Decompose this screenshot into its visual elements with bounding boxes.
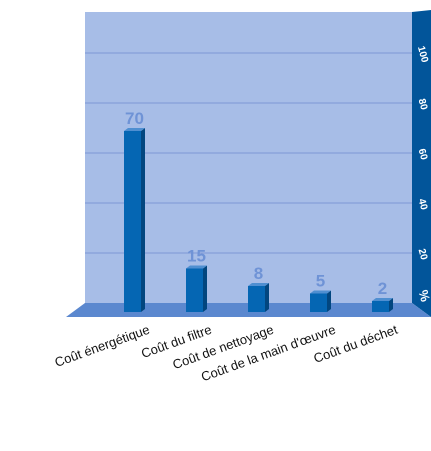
bar-side (141, 128, 145, 312)
gridlines (85, 52, 412, 254)
bar (248, 283, 269, 312)
y-tick-label: 40 (416, 198, 430, 212)
bar-side (203, 265, 207, 312)
bar-front (310, 293, 327, 312)
bar-side (265, 283, 269, 312)
y-tick-label: 100 (415, 45, 430, 64)
y-tick-label: % (416, 288, 431, 303)
category-label: Coût énergétique (53, 322, 152, 370)
bar-top (248, 283, 269, 286)
bar (372, 298, 393, 312)
value-label: 2 (378, 279, 387, 298)
y-tick-label: 60 (416, 148, 430, 162)
bar-side (389, 298, 393, 312)
value-labels: 70 15 8 5 2 (125, 109, 387, 298)
bar (186, 265, 207, 312)
y-tick-label: 80 (416, 98, 430, 112)
y-axis-tick-labels: % 20 40 60 80 100 (415, 45, 431, 304)
bar-front (248, 286, 265, 312)
bar-top (372, 298, 393, 301)
value-label: 70 (125, 109, 144, 128)
bar-top (124, 128, 145, 131)
bar-front (372, 301, 389, 312)
bar-side (327, 290, 331, 312)
bar-top (186, 265, 207, 269)
plot-background (85, 12, 412, 303)
y-axis-wall (412, 10, 431, 317)
bar-front (186, 268, 203, 312)
bar (310, 290, 331, 312)
bar (124, 128, 145, 312)
bars (124, 128, 393, 312)
y-tick-label: 20 (416, 248, 430, 262)
bar-top (310, 290, 331, 294)
value-label: 15 (187, 247, 206, 266)
value-label: 5 (316, 272, 325, 291)
value-label: 8 (254, 264, 263, 283)
bar-front (124, 131, 141, 312)
